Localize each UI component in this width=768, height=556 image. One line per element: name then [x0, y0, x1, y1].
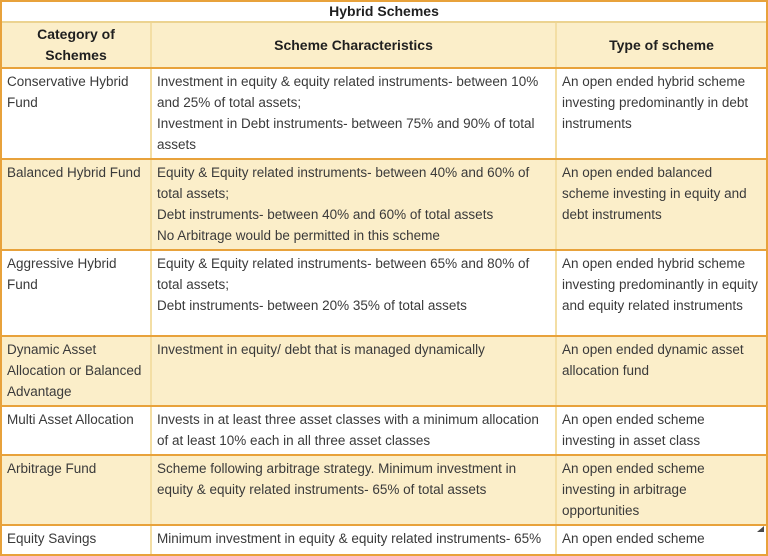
table-row: Equity Savings Minimum investment in equi… — [2, 525, 766, 554]
characteristic-line: Scheme following arbitrage strategy. Min… — [157, 461, 517, 497]
category-cell: Arbitrage Fund — [2, 455, 151, 526]
header-category-of-schemes: Category of Schemes — [2, 23, 151, 69]
characteristic-line: Equity & Equity related instruments- bet… — [157, 165, 530, 201]
characteristics-cell: Invests in at least three asset classes … — [150, 406, 556, 456]
category-cell: Conservative Hybrid Fund — [2, 68, 151, 160]
type-cell: An open ended hybrid scheme investing pr… — [555, 250, 766, 337]
category-cell: Aggressive Hybrid Fund — [2, 250, 151, 337]
type-cell: An open ended scheme investing in asset … — [555, 406, 766, 456]
characteristic-line: Investment in equity & equity related in… — [157, 74, 539, 110]
characteristic-line: Minimum investment in equity & equity re… — [157, 531, 542, 554]
page-title: Hybrid Schemes — [2, 2, 766, 23]
characteristic-line: Investment in Debt instruments- between … — [157, 116, 535, 152]
type-cell: An open ended balanced scheme investing … — [555, 159, 766, 251]
table-body: Conservative Hybrid Fund Investment in eq… — [2, 68, 766, 554]
type-cell: An open ended hybrid scheme investing pr… — [555, 68, 766, 160]
type-cell: An open ended scheme investing in equity… — [555, 525, 766, 554]
type-cell: An open ended dynamic asset allocation f… — [555, 336, 766, 407]
characteristics-cell: Equity & Equity related instruments- bet… — [150, 250, 556, 337]
characteristic-line: Investment in equity/ debt that is manag… — [157, 342, 485, 357]
characteristic-line: Equity & Equity related instruments- bet… — [157, 256, 530, 292]
characteristic-line: Debt instruments- between 40% and 60% of… — [157, 207, 494, 222]
table-row: Multi Asset Allocation Invests in at leas… — [2, 406, 766, 456]
cursor-artifact — [757, 526, 764, 532]
header-scheme-characteristics: Scheme Characteristics — [150, 23, 556, 69]
schemes-table: Category of Schemes Scheme Characteristi… — [2, 23, 766, 554]
characteristic-line: Invests in at least three asset classes … — [157, 412, 539, 448]
table-row: Aggressive Hybrid Fund Equity & Equity re… — [2, 250, 766, 337]
characteristics-cell: Minimum investment in equity & equity re… — [150, 525, 556, 554]
header-type-of-scheme: Type of scheme — [555, 23, 766, 69]
characteristic-line: Debt instruments- between 20% 35% of tot… — [157, 298, 467, 313]
table-row: Conservative Hybrid Fund Investment in eq… — [2, 68, 766, 160]
category-cell: Balanced Hybrid Fund — [2, 159, 151, 251]
table-row: Dynamic Asset Allocation or Balanced Adv… — [2, 336, 766, 407]
category-cell: Multi Asset Allocation — [2, 406, 151, 456]
category-cell: Equity Savings — [2, 525, 151, 554]
characteristics-cell: Equity & Equity related instruments- bet… — [150, 159, 556, 251]
table-row: Arbitrage Fund Scheme following arbitrage… — [2, 455, 766, 526]
type-cell: An open ended scheme investing in arbitr… — [555, 455, 766, 526]
characteristics-cell: Investment in equity & equity related in… — [150, 68, 556, 160]
header-row: Category of Schemes Scheme Characteristi… — [2, 23, 766, 69]
characteristics-cell: Scheme following arbitrage strategy. Min… — [150, 455, 556, 526]
characteristic-line: No Arbitrage would be permitted in this … — [157, 228, 440, 243]
characteristics-cell: Investment in equity/ debt that is manag… — [150, 336, 556, 407]
table-row: Balanced Hybrid Fund Equity & Equity rela… — [2, 159, 766, 251]
category-cell: Dynamic Asset Allocation or Balanced Adv… — [2, 336, 151, 407]
